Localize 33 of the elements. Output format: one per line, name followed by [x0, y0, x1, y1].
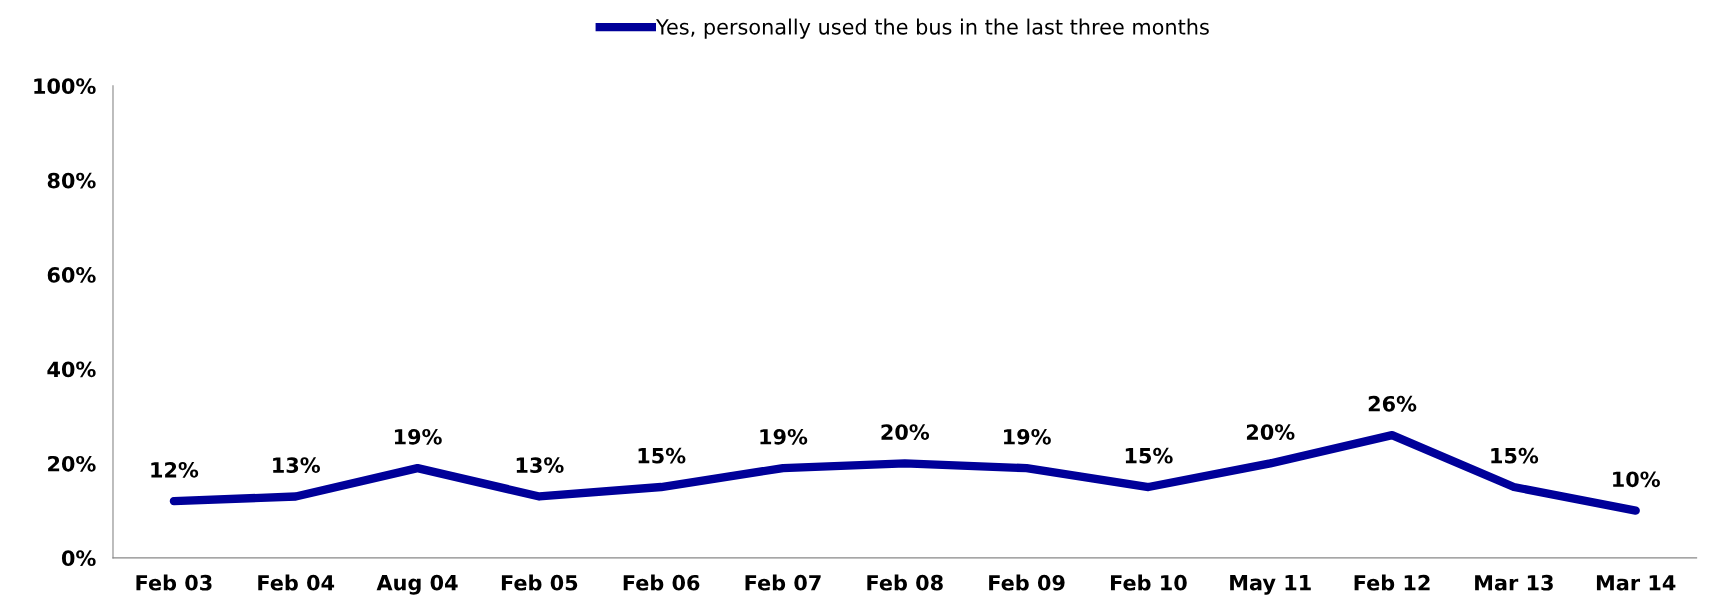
data-label: 19% — [1004, 428, 1051, 445]
data-label: 20% — [881, 424, 930, 440]
x-tick-label: Feb 06 — [623, 574, 700, 591]
legend-label: Yes, personally used the bus in the last three months — [655, 18, 1209, 39]
data-label: 15% — [1125, 447, 1173, 464]
data-label: 19% — [394, 428, 442, 445]
data-label: 15% — [638, 447, 686, 464]
y-tick-label: 100% — [34, 78, 96, 95]
x-tick-label: Feb 09 — [989, 574, 1065, 591]
x-tick-label: Mar 13 — [1475, 574, 1553, 591]
x-tick-label: Feb 04 — [258, 574, 335, 591]
data-label: 20% — [1246, 424, 1295, 440]
data-label: 13% — [273, 457, 320, 473]
x-tick-label: Mar 14 — [1596, 575, 1676, 591]
x-tick-label: Feb 08 — [867, 574, 943, 591]
x-tick-label: Feb 07 — [745, 574, 821, 591]
x-tick-label: Feb 05 — [501, 574, 578, 591]
x-tick-label: May 11 — [1230, 574, 1311, 595]
data-label: 19% — [760, 428, 808, 445]
data-label: 10% — [1613, 471, 1660, 488]
x-tick-label: Feb 12 — [1354, 574, 1430, 591]
data-label: 12% — [151, 461, 199, 478]
y-tick-label: 40% — [47, 361, 96, 378]
data-label: 15% — [1491, 447, 1539, 464]
data-label: 13% — [516, 457, 564, 473]
x-tick-label: Aug 04 — [376, 574, 458, 595]
y-tick-label: 60% — [47, 267, 96, 283]
data-label: 26% — [1368, 395, 1417, 412]
y-tick-label: 80% — [47, 172, 96, 189]
x-tick-label: Feb 10 — [1110, 574, 1187, 591]
y-tick-label: 0% — [61, 550, 96, 567]
y-tick-label: 20% — [48, 455, 96, 472]
x-tick-label: Feb 03 — [136, 574, 212, 591]
